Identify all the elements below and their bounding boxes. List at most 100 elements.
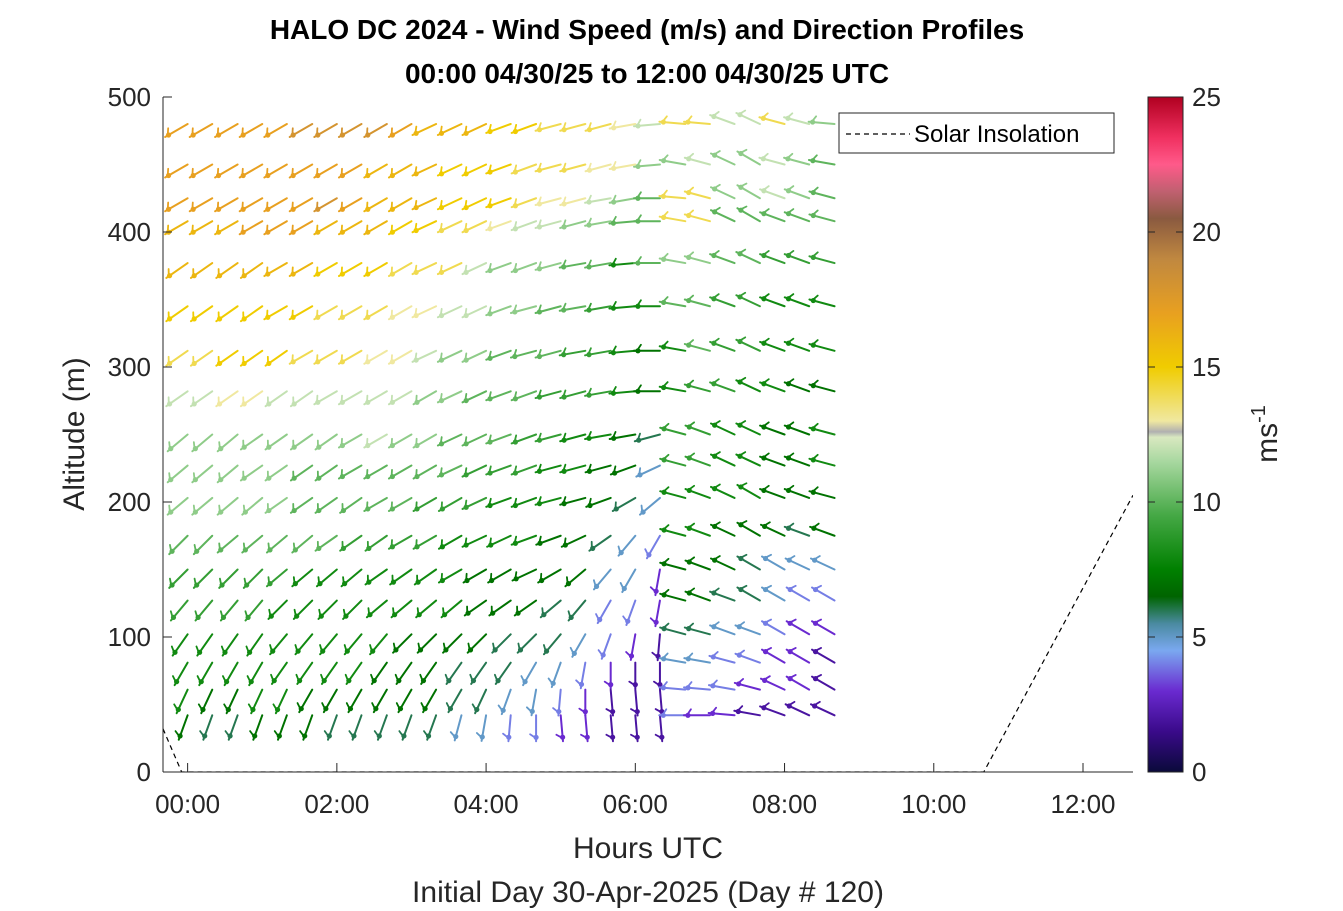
- wind-barb: [487, 568, 512, 584]
- wind-barb-flag: [320, 673, 325, 683]
- wind-barb: [709, 420, 736, 436]
- wind-barb-flag: [787, 555, 796, 561]
- wind-barb-flag: [562, 496, 567, 505]
- wind-barb-flag: [569, 646, 575, 656]
- wind-barb: [635, 464, 661, 478]
- wind-barb-flag: [502, 732, 510, 740]
- wind-barb-flag: [739, 148, 748, 154]
- y-tick-label: 300: [108, 352, 151, 382]
- wind-barb-flag: [686, 115, 693, 123]
- wind-barb: [758, 152, 786, 166]
- wind-barb: [783, 522, 811, 537]
- wind-barb-flag: [321, 702, 327, 711]
- wind-barb-flag: [513, 391, 518, 401]
- wind-barb-flag: [488, 263, 492, 272]
- wind-barb: [165, 305, 189, 323]
- wind-barb-flag: [811, 339, 819, 346]
- wind-barb-flag: [414, 125, 418, 135]
- wind-barb-flag: [218, 542, 221, 552]
- wind-barb: [238, 220, 264, 236]
- wind-barb: [267, 599, 288, 620]
- wind-barb-flag: [513, 535, 518, 545]
- wind-barb-flag: [813, 584, 822, 590]
- wind-barb: [653, 661, 663, 690]
- wind-barb: [191, 433, 214, 453]
- wind-barb: [436, 197, 463, 211]
- wind-barb-flag: [273, 730, 280, 738]
- wind-barb: [611, 496, 637, 512]
- wind-barb: [808, 186, 836, 200]
- wind-barb: [491, 633, 512, 654]
- wind-barb-flag: [786, 112, 794, 119]
- wind-barb-flag: [810, 115, 818, 123]
- wind-barb: [164, 197, 189, 213]
- wind-barb: [168, 534, 189, 556]
- wind-barb: [520, 661, 538, 687]
- wind-barb: [559, 162, 587, 173]
- wind-barb: [759, 208, 786, 223]
- wind-barb-flag: [687, 587, 696, 594]
- wind-barb: [584, 259, 612, 270]
- wind-barb: [387, 197, 413, 213]
- wind-barb-flag: [192, 441, 196, 451]
- wind-barb: [288, 163, 314, 179]
- wind-barb-flag: [439, 392, 443, 402]
- wind-barb-flag: [513, 434, 518, 444]
- wind-barb: [369, 633, 388, 656]
- wind-barb-flag: [173, 703, 179, 712]
- wind-barb: [534, 496, 562, 507]
- wind-barb: [314, 464, 338, 482]
- wind-barb: [239, 390, 264, 408]
- wind-barb-flag: [222, 675, 228, 684]
- wind-barb: [510, 433, 538, 445]
- wind-barb-flag: [687, 421, 696, 428]
- wind-barb: [683, 681, 711, 691]
- wind-barb: [709, 183, 736, 200]
- wind-barb: [510, 163, 538, 175]
- wind-barb: [534, 389, 562, 400]
- wind-barb: [658, 340, 687, 352]
- wind-barb: [735, 248, 761, 265]
- wind-barb-flag: [625, 651, 633, 658]
- wind-barb: [510, 123, 538, 135]
- wind-barb-flag: [488, 391, 492, 401]
- wind-barb-flag: [813, 647, 822, 653]
- wind-barb-flag: [762, 208, 770, 215]
- wind-barb-flag: [537, 162, 542, 172]
- wind-barb-flag: [323, 730, 330, 738]
- wind-barb: [659, 422, 687, 436]
- wind-barb-flag: [712, 555, 721, 561]
- wind-barb: [658, 652, 687, 664]
- wind-barb: [633, 118, 661, 129]
- wind-barb-flag: [497, 704, 504, 713]
- wind-barb: [658, 381, 687, 393]
- wind-barb-flag: [762, 675, 771, 681]
- wind-barb: [759, 521, 786, 537]
- wind-barb-flag: [636, 384, 642, 393]
- wind-barb: [289, 496, 314, 514]
- wind-barb: [337, 464, 363, 480]
- wind-barb: [608, 386, 637, 396]
- wind-barb: [608, 345, 637, 356]
- wind-barb-flag: [552, 707, 560, 714]
- wind-barb: [659, 622, 687, 636]
- wind-barb: [509, 349, 538, 360]
- wind-barb-flag: [299, 730, 306, 738]
- wind-barb-flag: [541, 607, 544, 617]
- wind-barb-flag: [587, 122, 592, 131]
- x-axis-sublabel: Initial Day 30-Apr-2025 (Day # 120): [412, 876, 884, 909]
- wind-barb: [239, 305, 264, 323]
- wind-barb: [342, 599, 363, 620]
- wind-barb-flag: [710, 706, 718, 715]
- wind-barb: [411, 197, 438, 211]
- wind-barb-flag: [464, 436, 468, 446]
- x-tick-label: 02:00: [304, 789, 369, 819]
- wind-barb: [683, 294, 711, 308]
- wind-barb-flag: [763, 618, 772, 624]
- wind-barb: [597, 633, 612, 660]
- wind-barb: [263, 220, 288, 236]
- wind-barb-flag: [562, 432, 567, 442]
- wind-barb-flag: [464, 392, 468, 402]
- wind-barb: [658, 154, 687, 166]
- wind-barb-flag: [763, 647, 772, 653]
